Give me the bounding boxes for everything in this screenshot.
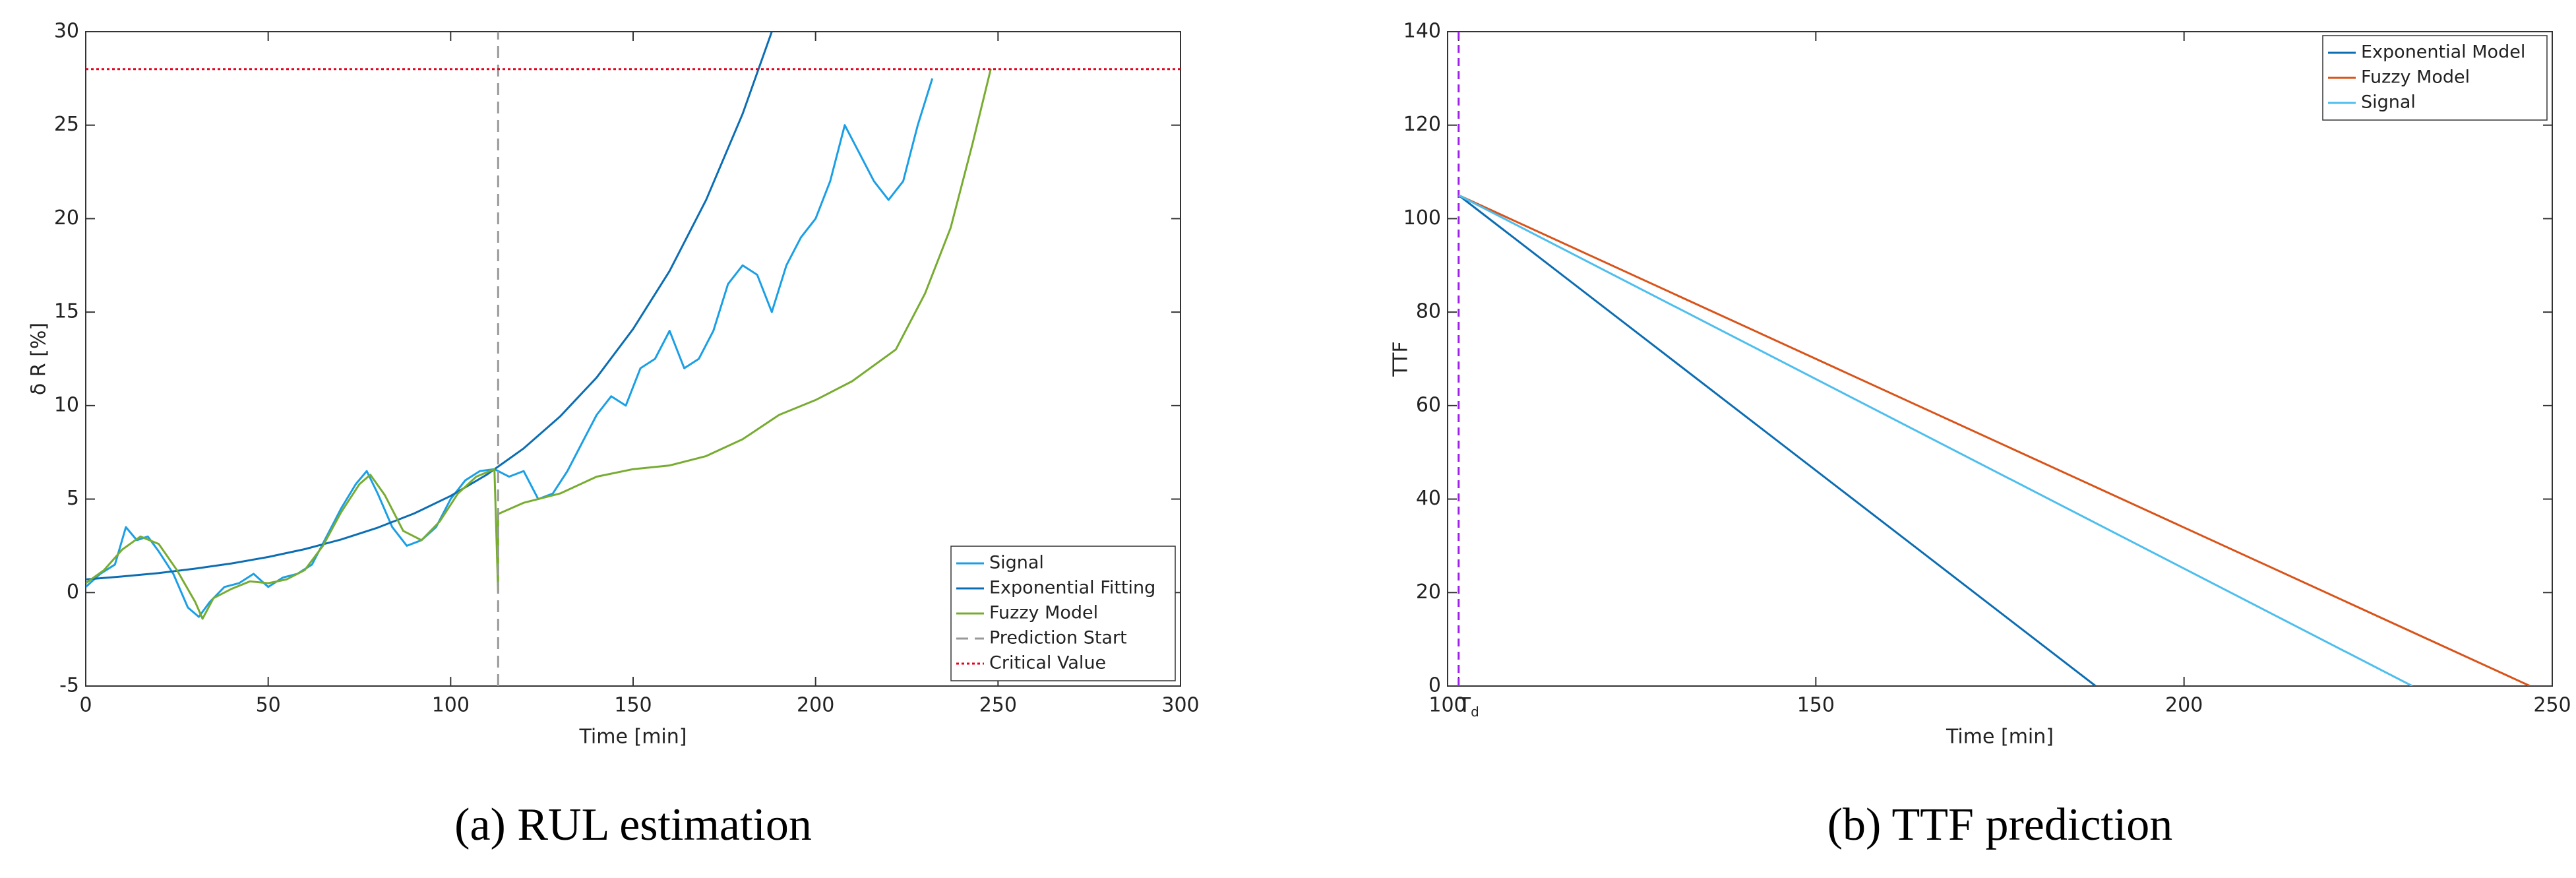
caption: (a) RUL estimation (454, 800, 812, 850)
y-tick-label: 30 (54, 20, 79, 43)
y-axis-label: δ R [%] (28, 323, 51, 395)
y-tick-label: 0 (1428, 674, 1441, 697)
series-line (86, 32, 773, 580)
plot-area (1447, 31, 2553, 687)
legend-label: Signal (2361, 92, 2416, 113)
series-layer (1457, 32, 2531, 686)
y-tick-label: 5 (67, 487, 79, 510)
x-tick-label: Td (1458, 694, 1479, 720)
x-tick-label: 250 (2533, 694, 2571, 717)
y-tick-label: 100 (1403, 206, 1441, 230)
x-tick-label: 150 (1797, 694, 1835, 717)
y-tick-label: 0 (67, 580, 79, 604)
series-line (1458, 194, 2531, 686)
y-tick-label: 20 (54, 206, 79, 230)
legend-box (2322, 35, 2548, 121)
x-tick-label: 50 (256, 694, 281, 717)
legend: Exponential Model Fuzzy Model Signal (2322, 35, 2548, 121)
y-tick-label: 20 (1416, 580, 1441, 604)
x-tick-label: 250 (979, 694, 1017, 717)
y-tick-label: 25 (54, 113, 79, 136)
x-axis-label: Time [min] (579, 726, 687, 749)
legend-label: Prediction Start (989, 628, 1127, 648)
x-axis-label: Time [min] (1946, 726, 2054, 749)
y-tick-label: 80 (1416, 300, 1441, 323)
legend-label: Fuzzy Model (2361, 67, 2470, 88)
y-tick-label: 10 (54, 393, 79, 416)
legend-label: Signal (989, 553, 1044, 573)
y-tick-label: 120 (1403, 113, 1441, 136)
series-line (86, 69, 992, 620)
x-tick-label: 150 (614, 694, 652, 717)
y-tick-label: 60 (1416, 393, 1441, 416)
x-tick-label: 100 (1428, 694, 1466, 717)
y-tick-label: -5 (59, 674, 79, 697)
x-tick-label: 200 (797, 694, 834, 717)
legend-label: Fuzzy Model (989, 603, 1098, 623)
y-tick-label: 15 (54, 300, 79, 323)
y-tick-label: 40 (1416, 487, 1441, 510)
legend-label: Exponential Fitting (989, 578, 1155, 598)
caption: (b) TTF prediction (1827, 800, 2173, 850)
x-tick-label: 200 (2165, 694, 2203, 717)
series-line (1458, 194, 2413, 686)
y-axis-label: TTF (1390, 341, 1413, 377)
y-tick-label: 140 (1403, 20, 1441, 43)
legend: Signal Exponential Fitting Fuzzy Model Pred… (950, 546, 1176, 681)
series-layer (86, 32, 1181, 686)
x-tick-label: 300 (1161, 694, 1199, 717)
legend-label: Exponential Model (2361, 42, 2525, 63)
x-tick-label: 0 (79, 694, 92, 717)
series-line (1457, 194, 2097, 686)
x-tick-label: 100 (432, 694, 470, 717)
legend-label: Critical Value (989, 653, 1106, 674)
legend-box (950, 546, 1176, 681)
